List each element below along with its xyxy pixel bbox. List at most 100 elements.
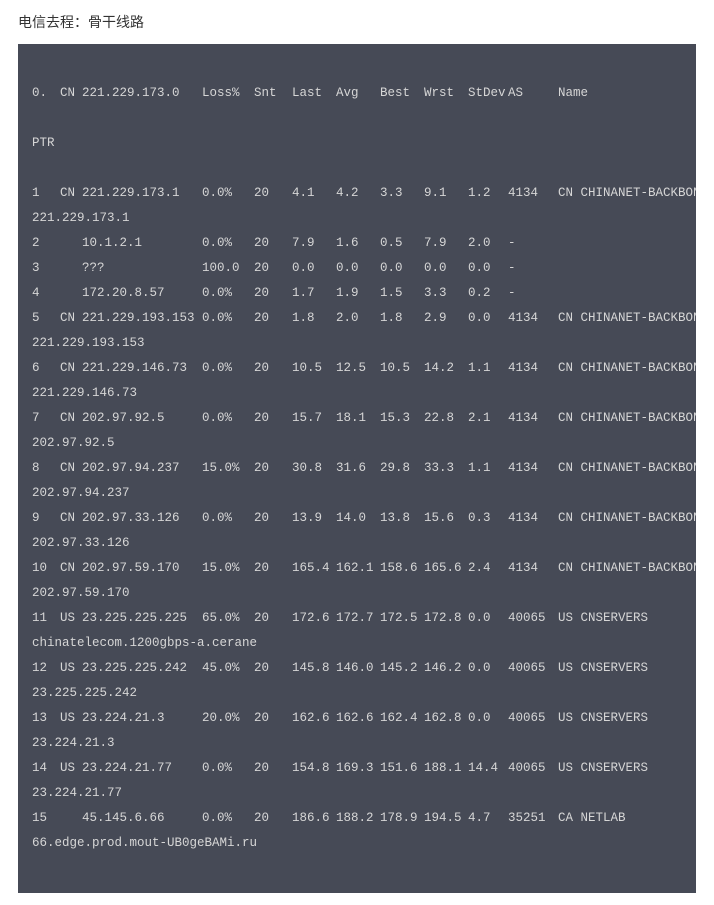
col-snt: 20 — [254, 806, 292, 831]
col-ip: 221.229.193.153 — [82, 306, 202, 331]
col-last: 4.1 — [292, 181, 336, 206]
col-ptr: 202.97.94.237 — [32, 486, 130, 500]
col-loss: 0.0% — [202, 506, 254, 531]
hdr-ptr-row: PTR — [32, 131, 682, 156]
col-ptr: 23.225.225.242 — [32, 686, 137, 700]
hdr-as: AS — [508, 81, 558, 106]
col-stdev: 4.7 — [468, 806, 508, 831]
col-as: 40065 — [508, 656, 558, 681]
col-loss: 0.0% — [202, 806, 254, 831]
col-snt: 20 — [254, 656, 292, 681]
col-ptr: 221.229.146.73 — [32, 386, 137, 400]
trace-ptr-row: 221.229.193.153 — [32, 331, 682, 356]
trace-ptr-row: 23.224.21.77 — [32, 781, 682, 806]
col-snt: 20 — [254, 406, 292, 431]
col-name: CN CHINANET-BACKBONE — [558, 181, 696, 206]
col-name: CA NETLAB — [558, 806, 626, 831]
col-ptr: 221.229.173.1 — [32, 211, 130, 225]
col-n: 10 — [32, 556, 60, 581]
col-snt: 20 — [254, 356, 292, 381]
col-loss: 0.0% — [202, 281, 254, 306]
col-ip: 23.225.225.242 — [82, 656, 202, 681]
col-wrst: 0.0 — [424, 256, 468, 281]
col-as: 4134 — [508, 556, 558, 581]
trace-ptr-row: 202.97.33.126 — [32, 531, 682, 556]
col-ip: 23.224.21.3 — [82, 706, 202, 731]
col-avg: 2.0 — [336, 306, 380, 331]
col-n: 1 — [32, 181, 60, 206]
col-last: 186.6 — [292, 806, 336, 831]
col-wrst: 33.3 — [424, 456, 468, 481]
col-wrst: 162.8 — [424, 706, 468, 731]
col-cc: CN — [60, 181, 82, 206]
col-best: 0.5 — [380, 231, 424, 256]
col-snt: 20 — [254, 456, 292, 481]
col-name: US CNSERVERS — [558, 656, 648, 681]
col-as: 40065 — [508, 606, 558, 631]
col-name: CN CHINANET-BACKBONE — [558, 506, 696, 531]
col-ptr: 66.edge.prod.mout-UB0geBAMi.ru — [32, 836, 257, 850]
col-stdev: 0.3 — [468, 506, 508, 531]
col-last: 10.5 — [292, 356, 336, 381]
col-cc: CN — [60, 356, 82, 381]
hdr-snt: Snt — [254, 81, 292, 106]
col-avg: 162.1 — [336, 556, 380, 581]
col-avg: 146.0 — [336, 656, 380, 681]
col-ip: 221.229.146.73 — [82, 356, 202, 381]
col-avg: 172.7 — [336, 606, 380, 631]
col-cc: US — [60, 606, 82, 631]
col-loss: 0.0% — [202, 356, 254, 381]
col-last: 154.8 — [292, 756, 336, 781]
col-cc: US — [60, 656, 82, 681]
col-snt: 20 — [254, 756, 292, 781]
col-name: US CNSERVERS — [558, 756, 648, 781]
col-avg: 1.6 — [336, 231, 380, 256]
col-stdev: 1.1 — [468, 456, 508, 481]
col-best: 0.0 — [380, 256, 424, 281]
col-loss: 0.0% — [202, 756, 254, 781]
col-stdev: 0.0 — [468, 256, 508, 281]
col-best: 29.8 — [380, 456, 424, 481]
col-avg: 0.0 — [336, 256, 380, 281]
hdr-last: Last — [292, 81, 336, 106]
col-snt: 20 — [254, 281, 292, 306]
col-n: 15 — [32, 806, 60, 831]
col-cc: US — [60, 706, 82, 731]
col-last: 165.4 — [292, 556, 336, 581]
col-avg: 31.6 — [336, 456, 380, 481]
trace-row: 1CN221.229.173.10.0%204.14.23.39.11.2413… — [32, 181, 682, 206]
col-cc: CN — [60, 406, 82, 431]
hdr-cc: CN — [60, 81, 82, 106]
col-avg: 14.0 — [336, 506, 380, 531]
col-best: 1.8 — [380, 306, 424, 331]
col-avg: 188.2 — [336, 806, 380, 831]
col-snt: 20 — [254, 256, 292, 281]
trace-row: 4172.20.8.570.0%201.71.91.53.30.2- — [32, 281, 682, 306]
col-as: 4134 — [508, 506, 558, 531]
col-ptr: 23.224.21.3 — [32, 736, 115, 750]
trace-row: 8CN202.97.94.23715.0%2030.831.629.833.31… — [32, 456, 682, 481]
hdr-hop: 0. — [32, 81, 60, 106]
col-cc: US — [60, 756, 82, 781]
col-loss: 100.0 — [202, 256, 254, 281]
col-n: 8 — [32, 456, 60, 481]
col-name: CN CHINANET-BACKBONE — [558, 406, 696, 431]
col-as: - — [508, 231, 558, 256]
col-avg: 18.1 — [336, 406, 380, 431]
col-stdev: 14.4 — [468, 756, 508, 781]
col-wrst: 15.6 — [424, 506, 468, 531]
col-stdev: 0.0 — [468, 306, 508, 331]
col-name: CN CHINANET-BACKBONE — [558, 456, 696, 481]
col-ip: 172.20.8.57 — [82, 281, 202, 306]
col-last: 30.8 — [292, 456, 336, 481]
col-ip: 202.97.59.170 — [82, 556, 202, 581]
col-name: CN CHINANET-BACKBONE — [558, 556, 696, 581]
col-cc: CN — [60, 456, 82, 481]
col-ip: 10.1.2.1 — [82, 231, 202, 256]
col-best: 151.6 — [380, 756, 424, 781]
col-n: 13 — [32, 706, 60, 731]
col-wrst: 22.8 — [424, 406, 468, 431]
col-as: - — [508, 256, 558, 281]
col-ptr: 23.224.21.77 — [32, 786, 122, 800]
col-stdev: 1.2 — [468, 181, 508, 206]
